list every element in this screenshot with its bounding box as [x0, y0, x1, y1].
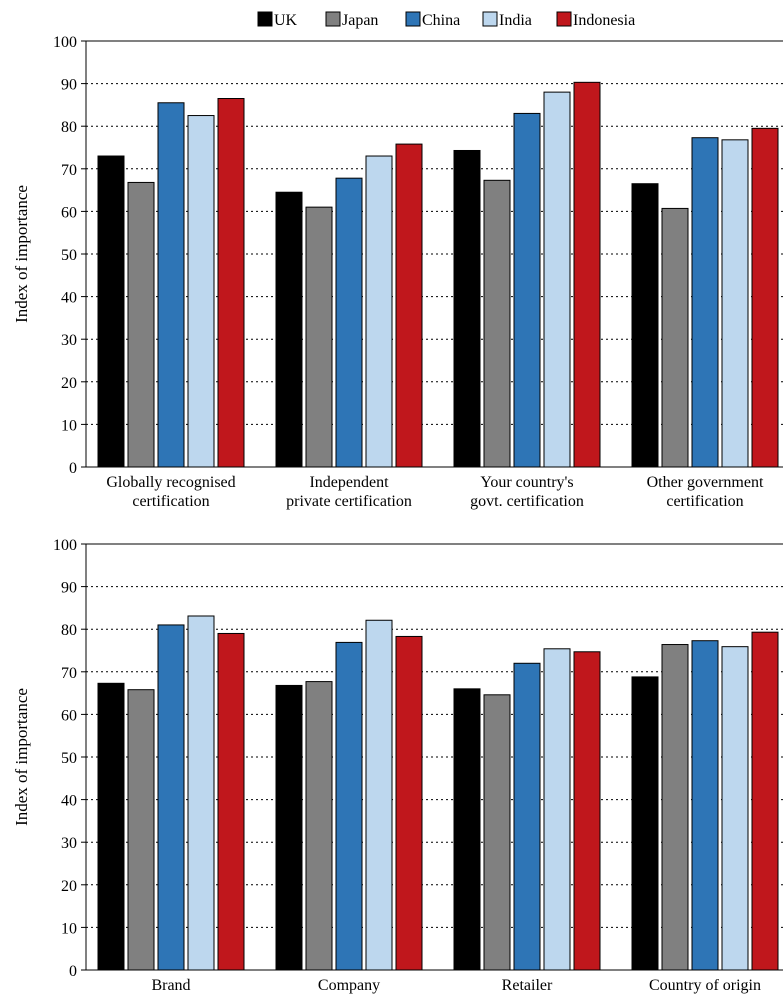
y-tick-label: 60 [61, 707, 77, 724]
legend-label-uk: UK [274, 12, 298, 29]
x-category-label: Independent private certification [286, 474, 412, 510]
bar-indonesia [573, 81, 601, 468]
bar-uk [97, 155, 125, 468]
bar-uk [453, 149, 481, 468]
y-tick-label: 50 [61, 247, 77, 264]
bar-indonesia [751, 127, 779, 468]
bar-india [365, 155, 393, 468]
y-tick-label: 90 [61, 77, 77, 94]
bar-india [721, 139, 749, 468]
bar-indonesia [573, 651, 601, 971]
bar-japan [661, 644, 689, 971]
bar-japan [305, 206, 333, 468]
bar-uk [631, 183, 659, 468]
bar-china [691, 640, 719, 971]
bar-japan [305, 681, 333, 971]
bar-china [335, 177, 363, 468]
bar-indonesia [217, 632, 245, 971]
bar-uk [97, 682, 125, 971]
legend-swatch-india [482, 11, 498, 27]
x-category-label: Globally recognised certification [106, 474, 235, 510]
legend: UK Japan China India Indonesia [257, 11, 635, 29]
y-tick-label: 60 [61, 204, 77, 221]
bar-uk [453, 688, 481, 971]
bar-japan [483, 179, 511, 468]
y-axis-title: Index of importance [12, 688, 31, 826]
bar-japan [661, 207, 689, 468]
x-category-label: Company [318, 977, 380, 994]
legend-label-japan: Japan [342, 12, 378, 29]
y-tick-label: 40 [61, 793, 77, 810]
y-tick-label: 100 [53, 34, 77, 51]
bar-india [721, 646, 749, 971]
y-tick-label: 80 [61, 119, 77, 136]
x-category-label: Your country's govt. certification [470, 474, 584, 510]
chart-panel-certification: 0 10 20 30 40 50 60 70 80 90 100 Globally recognise… [12, 34, 783, 510]
bar-uk [275, 684, 303, 971]
y-tick-label: 100 [53, 537, 77, 554]
bar-uk [631, 676, 659, 971]
legend-swatch-uk [257, 11, 273, 27]
bar-china [513, 662, 541, 971]
bar-china [157, 624, 185, 971]
bar-uk [275, 191, 303, 468]
chart-panel-origin: 0 10 20 30 40 50 60 70 80 90 100 Brand Company Retail… [12, 537, 783, 994]
y-tick-label: 10 [61, 920, 77, 937]
y-tick-label: 70 [61, 162, 77, 179]
y-tick-label: 30 [61, 332, 77, 349]
bar-india [187, 115, 215, 468]
bar-japan [127, 181, 155, 468]
bar-india [543, 91, 571, 468]
bar-indonesia [395, 143, 423, 468]
y-tick-label: 0 [69, 460, 77, 477]
legend-swatch-japan [325, 11, 341, 27]
y-tick-label: 70 [61, 665, 77, 682]
y-axis-title: Index of importance [12, 185, 31, 323]
bar-china [691, 137, 719, 468]
legend-label-indonesia: Indonesia [573, 12, 635, 29]
y-tick-label: 40 [61, 290, 77, 307]
y-tick-label: 0 [69, 963, 77, 980]
y-tick-label: 90 [61, 580, 77, 597]
bar-india [187, 615, 215, 971]
bar-indonesia [751, 631, 779, 971]
x-category-label: Brand [151, 977, 190, 994]
bar-china [335, 641, 363, 971]
y-tick-label: 50 [61, 750, 77, 767]
legend-label-china: China [422, 12, 460, 29]
y-tick-label: 10 [61, 417, 77, 434]
y-tick-label: 20 [61, 375, 77, 392]
x-category-label: Other government certification [647, 474, 764, 510]
bar-india [365, 619, 393, 971]
legend-swatch-china [405, 11, 421, 27]
bar-china [157, 102, 185, 468]
legend-label-india: India [499, 12, 532, 29]
bar-indonesia [395, 635, 423, 971]
y-tick-label: 80 [61, 622, 77, 639]
bar-china [513, 112, 541, 468]
bar-india [543, 648, 571, 971]
bar-japan [127, 689, 155, 971]
x-category-label: Country of origin [649, 977, 761, 994]
x-category-label: Retailer [502, 977, 553, 994]
bar-indonesia [217, 98, 245, 468]
y-tick-label: 30 [61, 835, 77, 852]
bar-japan [483, 694, 511, 971]
legend-swatch-indonesia [556, 11, 572, 27]
y-tick-label: 20 [61, 878, 77, 895]
